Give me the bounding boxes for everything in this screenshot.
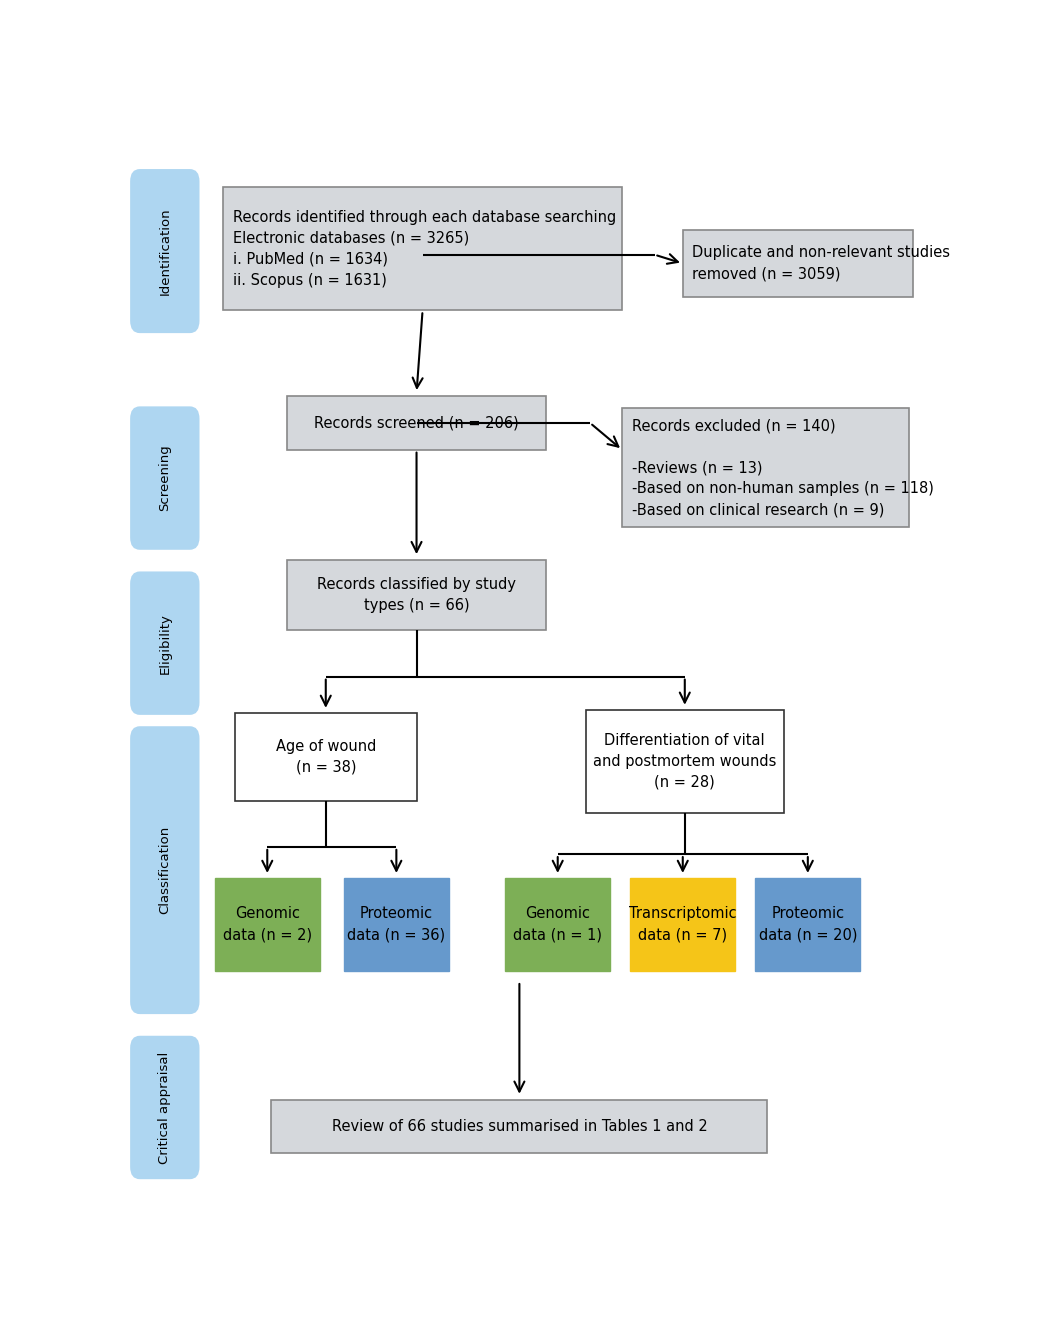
FancyBboxPatch shape: [505, 878, 610, 970]
Text: Records classified by study
types (n = 66): Records classified by study types (n = 6…: [318, 578, 516, 614]
FancyBboxPatch shape: [130, 406, 200, 549]
Text: Duplicate and non-relevant studies
removed (n = 3059): Duplicate and non-relevant studies remov…: [692, 245, 950, 281]
FancyBboxPatch shape: [683, 230, 913, 297]
FancyBboxPatch shape: [130, 169, 200, 334]
Text: Differentiation of vital
and postmortem wounds
(n = 28): Differentiation of vital and postmortem …: [593, 733, 777, 789]
FancyBboxPatch shape: [756, 878, 860, 970]
FancyBboxPatch shape: [586, 710, 784, 813]
Text: Classification: Classification: [158, 825, 172, 914]
Text: Transcriptomic
data (n = 7): Transcriptomic data (n = 7): [629, 906, 737, 942]
Text: Proteomic
data (n = 20): Proteomic data (n = 20): [759, 906, 857, 942]
Text: Review of 66 studies summarised in Tables 1 and 2: Review of 66 studies summarised in Table…: [331, 1119, 707, 1134]
FancyBboxPatch shape: [287, 397, 545, 450]
Text: Identification: Identification: [158, 208, 172, 295]
Text: Records excluded (n = 140)

-Reviews (n = 13)
-Based on non-human samples (n = 1: Records excluded (n = 140) -Reviews (n =…: [632, 418, 934, 517]
FancyBboxPatch shape: [130, 726, 200, 1014]
Text: Age of wound
(n = 38): Age of wound (n = 38): [276, 738, 376, 775]
FancyBboxPatch shape: [623, 409, 909, 527]
FancyBboxPatch shape: [214, 878, 320, 970]
Text: Genomic
data (n = 1): Genomic data (n = 1): [513, 906, 602, 942]
Text: Records screened (n = 206): Records screened (n = 206): [314, 415, 518, 430]
FancyBboxPatch shape: [272, 1100, 767, 1154]
FancyBboxPatch shape: [130, 571, 200, 714]
Text: Records identified through each database searching
Electronic databases (n = 326: Records identified through each database…: [232, 209, 616, 288]
FancyBboxPatch shape: [223, 186, 623, 311]
FancyBboxPatch shape: [235, 713, 416, 800]
Text: Screening: Screening: [158, 445, 172, 512]
FancyBboxPatch shape: [630, 878, 735, 970]
FancyBboxPatch shape: [344, 878, 449, 970]
FancyBboxPatch shape: [130, 1036, 200, 1179]
FancyBboxPatch shape: [287, 560, 545, 630]
Text: Eligibility: Eligibility: [158, 612, 172, 674]
Text: Proteomic
data (n = 36): Proteomic data (n = 36): [348, 906, 446, 942]
Text: Critical appraisal: Critical appraisal: [158, 1052, 172, 1163]
Text: Genomic
data (n = 2): Genomic data (n = 2): [223, 906, 312, 942]
